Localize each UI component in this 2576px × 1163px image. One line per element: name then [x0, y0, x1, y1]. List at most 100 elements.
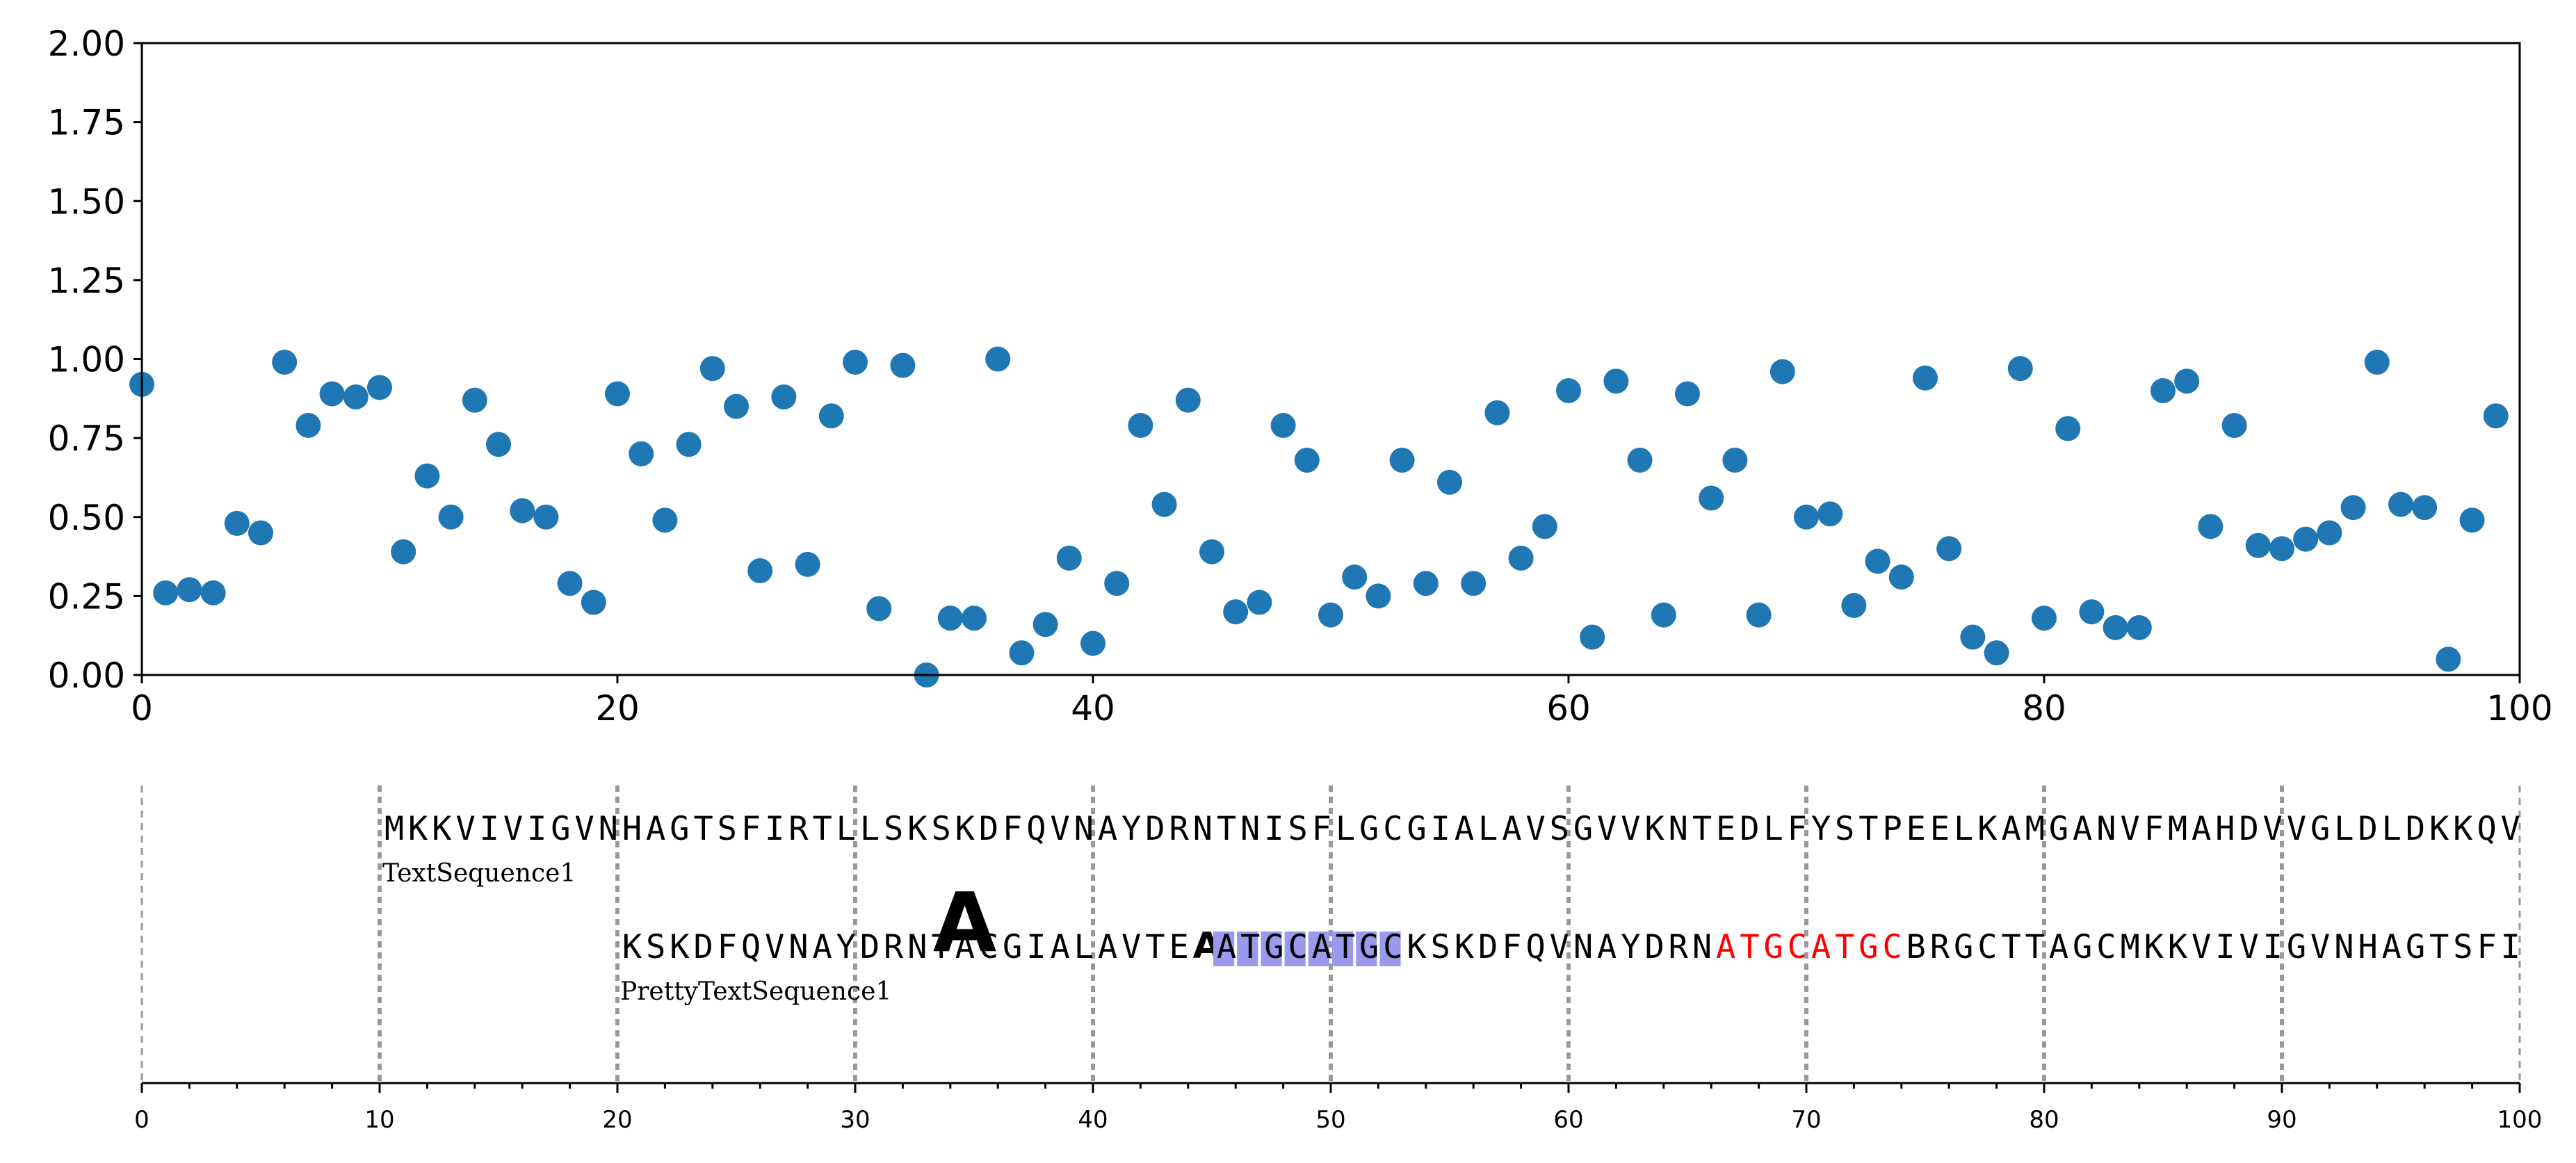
scatter-point	[1960, 624, 1986, 650]
scatter-point	[1722, 447, 1748, 473]
scatter-point	[1913, 365, 1938, 391]
scatter-point	[724, 393, 749, 419]
sequence-x-tick-label: 30	[840, 1106, 870, 1134]
scatter-point	[985, 346, 1011, 372]
scatter-point	[1461, 571, 1487, 596]
scatter-x-tick-label: 80	[2022, 688, 2066, 729]
scatter-x-tick-label: 20	[595, 688, 640, 729]
scatter-point	[2269, 536, 2294, 562]
scatter-point	[414, 463, 440, 489]
scatter-point	[1556, 377, 1581, 403]
scatter-point	[2293, 526, 2319, 552]
scatter-point	[629, 441, 654, 466]
scatter-point	[2055, 416, 2081, 441]
sequence-x-tick-label: 60	[1553, 1106, 1583, 1134]
text-sequence-1: MKKVIVIGVNHAGTSFIRTLLSKSKDFQVNAYDRNTNISF…	[384, 810, 2520, 848]
sequence-x-tick-label: 20	[602, 1106, 632, 1134]
scatter-point	[1199, 539, 1224, 564]
scatter-point	[200, 580, 226, 605]
scatter-point	[1223, 599, 1249, 625]
scatter-point	[1413, 571, 1439, 596]
scatter-point	[533, 504, 559, 530]
scatter-point	[962, 605, 987, 631]
text-sequence-1-label: TextSequence1	[382, 859, 576, 888]
scatter-point	[2079, 599, 2105, 625]
scatter-point	[2483, 403, 2509, 429]
scatter-point	[557, 571, 583, 596]
scatter-point	[1532, 514, 1557, 539]
scatter-point	[177, 577, 202, 603]
scatter-point	[2364, 350, 2390, 375]
scatter-point	[486, 432, 511, 457]
sequence-x-tick-label: 50	[1315, 1106, 1345, 1134]
sequence-x-tick-label: 100	[2497, 1106, 2543, 1134]
scatter-x-tick-label: 0	[131, 688, 153, 729]
scatter-point	[1484, 400, 1510, 425]
scatter-point	[391, 539, 416, 564]
scatter-point	[438, 504, 464, 530]
highlight-box	[1332, 932, 1354, 966]
scatter-point	[1627, 447, 1653, 473]
scatter-point	[153, 580, 179, 605]
sequence-x-tick-label: 70	[1791, 1106, 1821, 1134]
scatter-point	[747, 558, 773, 584]
scatter-point	[1746, 602, 1772, 628]
scatter-y-tick-label: 0.50	[48, 498, 125, 538]
scatter-point	[1675, 381, 1700, 407]
scatter-y-ticks: 0.00 0.25 0.50 0.75 1.00 1.25 1.50 1.75 2.00	[48, 24, 142, 696]
scatter-point	[2340, 495, 2366, 521]
scatter-point	[224, 510, 250, 536]
highlight-box	[1356, 932, 1377, 966]
scatter-y-tick-label: 1.25	[48, 261, 125, 301]
scatter-x-tick-label: 40	[1071, 688, 1115, 729]
sequence-x-ticks: 0 10 20 30 40 50 60 70 80 90 100	[134, 1083, 2542, 1134]
scatter-point	[2317, 520, 2342, 546]
pretty-sequence-segment: KSKDFQVNAYDRN	[1407, 928, 1712, 966]
scatter-point	[1651, 602, 1676, 628]
scatter-point	[1318, 602, 1343, 628]
scatter-point	[2007, 356, 2033, 382]
scatter-point	[937, 605, 963, 631]
scatter-point	[1888, 564, 1914, 590]
scatter-point	[2198, 514, 2223, 539]
scatter-point	[2388, 491, 2413, 517]
scatter-point	[272, 350, 298, 375]
scatter-point	[1699, 485, 1724, 511]
scatter-point	[890, 352, 916, 378]
scatter-point	[1175, 387, 1201, 413]
scatter-point	[1841, 593, 1867, 619]
pretty-sequence-segment: ACGIALAVTE	[955, 928, 1189, 966]
scatter-point	[605, 381, 630, 407]
scatter-point	[1437, 469, 1462, 495]
scatter-point	[1817, 501, 1843, 527]
scatter-point	[1794, 504, 1819, 530]
scatter-point	[2032, 605, 2057, 631]
scatter-axes-frame	[140, 42, 2521, 676]
scatter-point	[1366, 583, 1391, 609]
scatter-point	[2126, 615, 2152, 640]
scatter-point	[2412, 495, 2438, 521]
scatter-y-tick-label: 1.00	[48, 340, 125, 380]
scatter-point	[1936, 536, 1962, 562]
scatter-point	[2245, 532, 2271, 558]
pretty-sequence-segment: ATGCATGC	[1716, 928, 1902, 966]
scatter-points	[129, 346, 2509, 688]
sequence-panel: MKKVIVIGVNHAGTSFIRTLLSKSKDFQVNAYDRNTNISF…	[134, 786, 2545, 1134]
highlight-box	[1261, 932, 1282, 966]
scatter-point	[1009, 640, 1035, 666]
pretty-sequence-segment: BRGCTTAGCMKKVIVIGVNHAGTSFIR	[1906, 928, 2545, 966]
scatter-point	[771, 384, 797, 410]
scatter-point	[1080, 631, 1105, 656]
scatter-x-tick-label: 60	[1546, 688, 1591, 729]
scatter-point	[581, 589, 606, 615]
scatter-point	[343, 384, 368, 410]
scatter-point	[2150, 377, 2176, 403]
scatter-point	[1104, 571, 1130, 596]
scatter-y-tick-label: 0.75	[48, 418, 125, 459]
scatter-point	[1769, 359, 1795, 384]
scatter-y-tick-label: 0.00	[48, 656, 125, 696]
scatter-point	[1294, 447, 1320, 473]
scatter-x-tick-label: 100	[2486, 688, 2552, 729]
